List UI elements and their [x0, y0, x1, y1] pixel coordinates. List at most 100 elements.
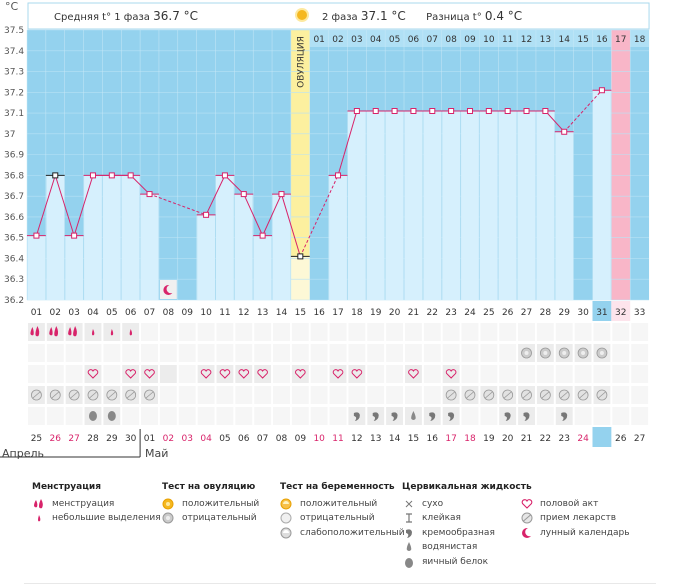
icon-cell	[386, 344, 403, 362]
temp-bar	[593, 90, 611, 300]
icon-cell	[235, 365, 253, 383]
icon-cell	[461, 323, 479, 341]
egg-white-icon	[402, 556, 416, 568]
watery-icon	[411, 411, 416, 420]
icon-cell	[65, 365, 83, 383]
icon-cell	[122, 365, 140, 383]
heart-icon	[238, 369, 250, 379]
temp-line-segment	[224, 175, 245, 195]
icon-cell	[329, 386, 347, 404]
icon-cell	[499, 323, 517, 341]
temp-bar	[84, 175, 102, 300]
header-box	[27, 2, 650, 30]
legend-menstruation-light: небольшие выделения	[52, 513, 161, 523]
icon-cell	[310, 386, 328, 404]
icon-cell	[28, 365, 45, 383]
cycle-day-label: 29	[558, 308, 570, 318]
top-day-label: 15	[577, 35, 588, 45]
y-tick-label: 37.4	[4, 47, 24, 57]
temp-bar	[140, 194, 159, 300]
calendar-date-label: 18	[464, 434, 476, 444]
cycle-day-label: 31	[596, 308, 607, 318]
icon-cell	[574, 407, 592, 425]
icon-cell	[159, 323, 177, 341]
temp-bar	[555, 131, 574, 300]
pill-icon-line	[70, 391, 78, 399]
ovulation-negative-core	[562, 351, 567, 355]
top-day-label: 16	[596, 35, 608, 45]
phase2-label: 2 фаза	[322, 12, 358, 23]
pregnancy-positive-icon	[280, 498, 294, 510]
calendar-date-label: 26	[615, 434, 627, 444]
icon-cell	[612, 386, 630, 404]
temp-line-segment	[563, 89, 603, 133]
icon-cell	[216, 344, 234, 362]
cycle-day-label: 20	[389, 308, 401, 318]
cycle-day-label: 27	[521, 308, 532, 318]
pill-icon-line	[126, 391, 135, 399]
top-day-label: 01	[313, 35, 324, 45]
icon-cell	[631, 365, 649, 383]
phase2-value: 37.1 °С	[360, 9, 406, 23]
temp-line-segment	[280, 193, 301, 257]
y-tick-label: 36.8	[4, 171, 24, 181]
top-day-label: 07	[427, 35, 438, 45]
icon-cell	[423, 386, 441, 404]
heart-icon	[219, 369, 231, 379]
heart-icon	[295, 369, 306, 379]
temp-point	[278, 191, 285, 198]
cycle-day-label: 26	[502, 308, 514, 318]
ovulation-negative-icon	[162, 512, 176, 524]
cycle-day-label: 30	[577, 308, 589, 318]
legend-cervical-dry: сухо	[422, 498, 444, 509]
calendar-date-label: 02	[163, 434, 174, 444]
temp-point	[297, 253, 304, 260]
temp-point	[372, 108, 379, 114]
legend-pregnancy-weak: слабоположительный	[300, 527, 405, 538]
temp-bar	[404, 111, 423, 300]
icon-cell	[291, 407, 309, 425]
top-day-label: 06	[408, 35, 420, 45]
top-day-label: 09	[464, 35, 476, 45]
calendar-date-label: 01	[144, 434, 155, 444]
top-day-label: 05	[389, 35, 400, 45]
top-day-label: 02	[332, 35, 343, 45]
light-flow-icon	[129, 329, 133, 336]
temp-bar	[46, 175, 65, 300]
phase1-value: 36.7 °С	[153, 9, 199, 23]
pregnancy-weak-icon	[280, 527, 294, 539]
pill-icon-line	[522, 391, 531, 399]
calendar-date-label: 30	[125, 434, 137, 444]
temp-point	[146, 191, 153, 198]
temp-line-segment	[545, 110, 565, 133]
temp-point	[485, 108, 492, 114]
cycle-day-label: 03	[68, 308, 79, 318]
cycle-day-label: 04	[87, 308, 99, 318]
month-may: Май	[145, 447, 169, 460]
icon-cell	[593, 365, 611, 383]
icon-cell	[593, 407, 611, 425]
icon-cell	[612, 407, 630, 425]
icon-cell	[367, 323, 385, 341]
creamy-icon	[353, 412, 360, 421]
heart-icon	[87, 369, 99, 379]
calendar-date-label: 03	[181, 434, 192, 444]
temp-bar	[498, 111, 517, 300]
icon-cell	[46, 344, 64, 362]
pregnancy-negative-icon	[280, 512, 294, 524]
cycle-day-label: 18	[351, 308, 363, 318]
icon-cell	[122, 344, 140, 362]
cycle-day-label: 28	[540, 308, 552, 318]
icon-cell	[273, 407, 290, 425]
icon-cell	[442, 323, 460, 341]
temp-bar	[461, 111, 479, 300]
icon-cell	[442, 344, 460, 362]
calendar-date-label: 29	[106, 434, 118, 444]
icon-cell	[442, 365, 460, 383]
calendar-date-label: 13	[370, 434, 381, 444]
pill-icon-line	[503, 391, 512, 399]
legend-cervical-creamy: кремообразная	[422, 527, 495, 538]
top-day-label: 14	[558, 35, 570, 45]
icon-cell	[631, 407, 649, 425]
cycle-day-label: 05	[106, 308, 117, 318]
